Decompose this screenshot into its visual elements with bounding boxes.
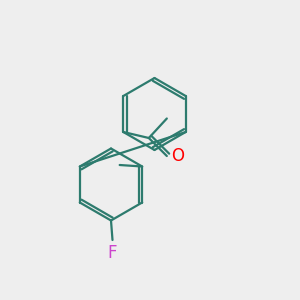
Text: O: O — [171, 147, 184, 165]
Text: F: F — [108, 244, 117, 262]
